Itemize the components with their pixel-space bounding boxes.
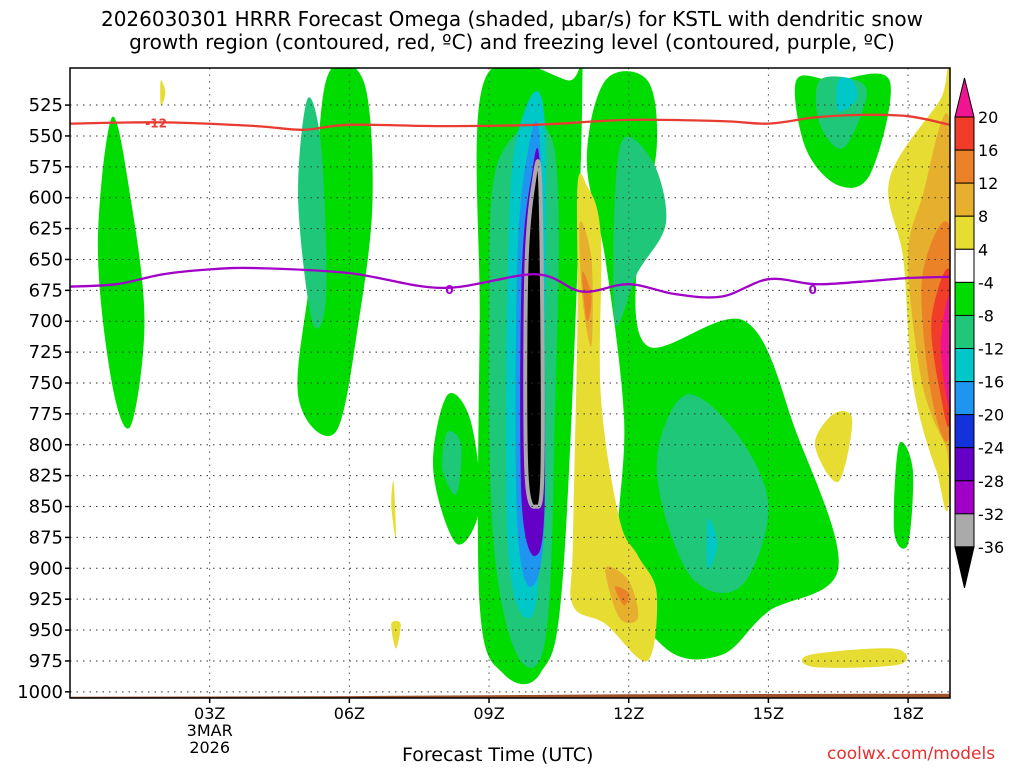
colorbar-swatch — [954, 281, 975, 316]
omega-region — [586, 71, 839, 660]
x-tick-label: 06Z — [334, 704, 365, 723]
colorbar-label: -36 — [978, 538, 1004, 557]
omega-region — [706, 518, 718, 569]
colorbar-swatch — [954, 149, 975, 184]
ground-shading — [70, 693, 950, 698]
colorbar-label: -8 — [978, 306, 994, 325]
colorbar-swatch — [954, 480, 975, 515]
colorbar-swatch — [954, 116, 975, 151]
y-tick-label: 950 — [29, 620, 63, 641]
contour-line — [70, 266, 950, 299]
colorbar-label: -16 — [978, 373, 1004, 392]
y-axis-ticks: 525 550 575 600 625 650 675 700 725 750 775 800 825 8… — [17, 95, 70, 703]
omega-region — [297, 68, 373, 437]
colorbar-swatch — [954, 447, 975, 482]
y-tick-label: 525 — [29, 95, 63, 116]
y-tick-label: 550 — [29, 126, 63, 147]
colorbar-swatch — [954, 513, 975, 548]
colorbar-label: 8 — [978, 207, 988, 226]
colorbar-label: -32 — [978, 505, 1004, 524]
grid-lines — [70, 68, 950, 698]
omega-region — [582, 271, 592, 322]
omega-region — [614, 586, 630, 606]
colorbar-swatch — [954, 248, 975, 283]
y-tick-label: 650 — [29, 249, 63, 270]
omega-region — [656, 394, 769, 594]
omega-region — [836, 77, 858, 112]
colorbar-label: -12 — [978, 340, 1004, 359]
omega-region — [613, 136, 667, 326]
omega-region — [391, 620, 401, 649]
credit-link[interactable]: coolwx.com/models — [827, 744, 996, 764]
y-tick-label: 825 — [29, 466, 63, 487]
y-tick-label: 675 — [29, 280, 63, 301]
colorbar-bottom-arrow — [954, 546, 975, 589]
y-tick-label: 800 — [29, 435, 63, 456]
x-tick-date-label: 3MAR — [187, 721, 233, 740]
omega-region — [442, 431, 462, 495]
y-tick-label: 575 — [29, 157, 63, 178]
y-tick-label: 750 — [29, 373, 63, 394]
colorbar-label: -28 — [978, 472, 1004, 491]
omega-region — [814, 411, 853, 483]
y-tick-label: 925 — [29, 589, 63, 610]
omega-region — [391, 481, 396, 538]
ground-layer — [70, 693, 950, 698]
colorbar-label: 20 — [978, 108, 998, 127]
colorbar-swatch — [954, 314, 975, 349]
colorbar-top-arrow — [954, 77, 975, 118]
contour-label: 0 — [445, 283, 453, 297]
omega-region — [97, 116, 145, 429]
x-tick-year-label: 2026 — [189, 738, 230, 757]
contour-label: -12 — [145, 116, 167, 130]
temperature-contours: -12 0 0 — [70, 113, 950, 299]
colorbar-swatch — [954, 414, 975, 449]
contour-line — [70, 113, 950, 131]
colorbar-label: 4 — [978, 240, 988, 259]
y-tick-label: 725 — [29, 342, 63, 363]
y-tick-label: 900 — [29, 558, 63, 579]
colorbar-label: 12 — [978, 174, 998, 193]
colorbar-swatch — [954, 381, 975, 416]
x-tick-label: 09Z — [473, 704, 504, 723]
colorbar-swatch — [954, 348, 975, 383]
contour-label: 0 — [808, 283, 816, 297]
colorbar: 20 16 12 8 4 -4 -8 -12 -16 -20 -24 -28 -32 -36 — [954, 77, 1004, 589]
y-tick-label: 875 — [29, 527, 63, 548]
omega-region — [893, 441, 914, 549]
omega-region — [801, 648, 908, 668]
colorbar-label: -20 — [978, 406, 1004, 425]
y-tick-label: 1000 — [17, 682, 63, 703]
colorbar-label: -4 — [978, 273, 994, 292]
y-tick-label: 600 — [29, 188, 63, 209]
y-tick-label: 700 — [29, 311, 63, 332]
x-axis-label: Forecast Time (UTC) — [402, 744, 594, 766]
omega-region — [160, 80, 166, 106]
colorbar-label: -24 — [978, 439, 1004, 458]
y-tick-label: 850 — [29, 497, 63, 518]
x-tick-label: 03Z — [194, 704, 225, 723]
chart-title: 2026030301 HRRR Forecast Omega (shaded, … — [100, 7, 924, 54]
x-tick-label: 15Z — [753, 704, 784, 723]
x-tick-label: 12Z — [613, 704, 644, 723]
omega-region — [523, 159, 545, 509]
colorbar-label: 16 — [978, 141, 998, 160]
y-tick-label: 625 — [29, 219, 63, 240]
colorbar-swatch — [954, 215, 975, 250]
y-tick-label: 975 — [29, 651, 63, 672]
x-tick-label: 18Z — [892, 704, 923, 723]
omega-shading — [97, 68, 950, 685]
omega-region — [940, 294, 950, 409]
colorbar-swatch — [954, 182, 975, 217]
y-tick-label: 775 — [29, 404, 63, 425]
